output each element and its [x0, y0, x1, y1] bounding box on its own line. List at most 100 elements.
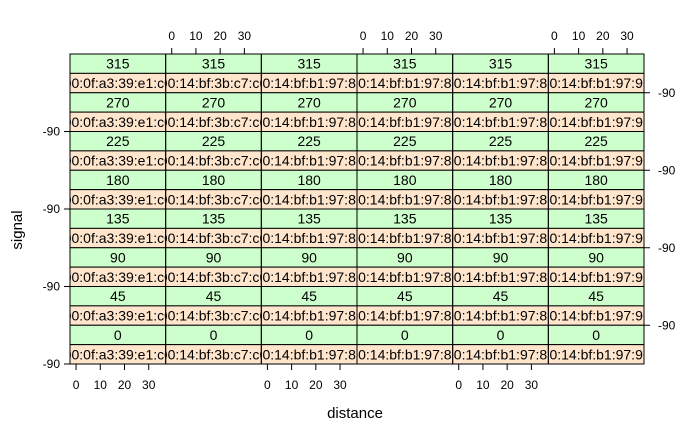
x-axis-label: distance [327, 405, 383, 422]
x-tick-label: 20 [405, 29, 419, 43]
angle-strip-label: 225 [584, 133, 608, 149]
angle-strip-label: 270 [106, 94, 130, 110]
angle-strip-label: 135 [202, 211, 226, 227]
mac-strip-label: 00:14:bf:3b:c7:c6 [160, 230, 268, 246]
mac-strip-label: 00:14:bf:b1:97:90 [542, 230, 651, 246]
x-tick-label: 0 [73, 378, 80, 392]
angle-strip-label: 180 [297, 172, 321, 188]
mac-strip-label: 00:14:bf:b1:97:8d [350, 269, 459, 285]
angle-strip-label: 0 [401, 327, 409, 343]
panel: 135 00:14:bf:3b:c7:c6 [160, 208, 268, 249]
panel: 0 00:14:bf:b1:97:8a [255, 324, 364, 364]
panel: 225 00:14:bf:b1:97:81 [452, 131, 549, 171]
angle-strip-label: 135 [106, 211, 130, 227]
panel: 90 00:14:bf:b1:97:8a [261, 247, 358, 287]
mac-strip-label: 00:14:bf:b1:97:81 [446, 269, 555, 285]
mac-strip-label: 00:14:bf:b1:97:8d [350, 191, 459, 207]
panel: 270 00:0f:a3:39:e1:c0 [70, 92, 166, 132]
panel: 0 00:14:bf:3b:c7:c6 [160, 324, 268, 364]
x-tick-label: 20 [500, 378, 514, 392]
angle-strip-label: 270 [393, 94, 417, 110]
angle-strip-label: 45 [588, 288, 604, 304]
x-tick-label: 30 [142, 378, 156, 392]
x-tick-label: 0 [455, 378, 462, 392]
x-tick-label: 0 [360, 29, 367, 43]
mac-strip-label: 00:14:bf:3b:c7:c6 [160, 269, 268, 285]
mac-strip [70, 344, 166, 364]
y-tick-label: -90 [43, 202, 61, 216]
angle-strip-label: 225 [393, 133, 417, 149]
x-tick-label: 30 [525, 378, 539, 392]
panel: 270 00:14:bf:b1:97:8d [350, 92, 459, 132]
mac-strip-label: 00:14:bf:b1:97:8d [350, 75, 459, 91]
panel: 315 00:14:bf:b1:97:8d [350, 54, 459, 94]
mac-strip-label: 00:14:bf:b1:97:8d [350, 153, 459, 169]
x-tick-label: 20 [309, 378, 323, 392]
panel: 45 00:14:bf:b1:97:8d [357, 286, 453, 326]
y-tick-label: -90 [658, 86, 676, 100]
panel: 315 00:0f:a3:39:e1:c0 [70, 54, 166, 94]
panel: 45 00:14:bf:b1:97:90 [548, 286, 644, 326]
panel: 225 00:0f:a3:39:e1:c0 [70, 131, 166, 171]
angle-strip-label: 180 [393, 172, 417, 188]
mac-strip-label: 00:14:bf:3b:c7:c6 [160, 346, 268, 362]
angle-strip-label: 315 [584, 56, 608, 72]
panel: 90 00:14:bf:3b:c7:c6 [160, 247, 268, 287]
panel: 270 00:14:bf:b1:97:8a [261, 92, 358, 132]
panel: 45 00:14:bf:3b:c7:c6 [160, 286, 268, 326]
mac-strip-label: 00:0f:a3:39:e1:c0 [64, 191, 172, 207]
panel: 225 00:14:bf:b1:97:90 [548, 131, 644, 171]
angle-strip-label: 270 [489, 94, 513, 110]
mac-strip-label: 00:14:bf:b1:97:81 [446, 114, 555, 130]
angle-strip-label: 225 [489, 133, 513, 149]
y-tick-label: -90 [658, 318, 676, 332]
angle-strip-label: 180 [489, 172, 513, 188]
mac-strip-label: 00:14:bf:b1:97:8d [350, 346, 459, 362]
angle-strip-label: 0 [592, 327, 600, 343]
angle-strip-label: 45 [301, 288, 317, 304]
angle-strip-label: 225 [202, 133, 226, 149]
mac-strip-label: 00:0f:a3:39:e1:c0 [64, 230, 172, 246]
angle-strip-label: 270 [584, 94, 608, 110]
panel: 0 00:0f:a3:39:e1:c0 [70, 324, 166, 364]
panel: 135 00:14:bf:b1:97:81 [452, 208, 549, 249]
x-tick-label: 20 [118, 378, 132, 392]
panel: 90 00:0f:a3:39:e1:c0 [70, 247, 166, 287]
x-tick-label: 30 [333, 378, 347, 392]
panel: 135 00:14:bf:b1:97:8a [261, 208, 358, 249]
mac-strip-label: 00:14:bf:b1:97:8a [255, 346, 364, 362]
mac-strip-label: 00:14:bf:3b:c7:c6 [160, 308, 268, 324]
angle-strip-label: 0 [305, 327, 313, 343]
angle-strip-label: 135 [297, 211, 321, 227]
x-tick-label: 0 [168, 29, 175, 43]
panel: 90 00:14:bf:b1:97:81 [446, 247, 555, 287]
mac-strip-label: 00:14:bf:3b:c7:c6 [160, 153, 268, 169]
x-tick-label: 20 [596, 29, 610, 43]
mac-strip-label: 00:14:bf:b1:97:81 [446, 346, 555, 362]
panel: 0 00:14:bf:b1:97:90 [542, 324, 651, 364]
mac-strip [548, 344, 644, 364]
x-tick-label: 20 [213, 29, 227, 43]
panel: 45 00:14:bf:b1:97:8a [261, 286, 358, 326]
angle-strip-label: 315 [297, 56, 321, 72]
angle-strip-label: 315 [202, 56, 226, 72]
mac-strip-label: 00:14:bf:b1:97:90 [542, 346, 651, 362]
angle-strip-label: 225 [297, 133, 321, 149]
angle-strip-label: 45 [206, 288, 222, 304]
mac-strip-label: 00:0f:a3:39:e1:c0 [64, 308, 172, 324]
angle-strip-label: 0 [114, 327, 122, 343]
mac-strip-label: 00:14:bf:b1:97:8d [350, 230, 459, 246]
angle-strip-label: 90 [397, 249, 413, 265]
panel: 45 00:0f:a3:39:e1:c0 [64, 286, 172, 326]
mac-strip-label: 00:14:bf:b1:97:8d [350, 114, 459, 130]
panel: 0 00:14:bf:b1:97:81 [446, 324, 555, 364]
angle-strip-label: 180 [584, 172, 608, 188]
mac-strip-label: 00:14:bf:b1:97:8a [255, 153, 364, 169]
panel: 270 00:14:bf:b1:97:90 [548, 92, 644, 132]
angle-strip-label: 90 [110, 249, 126, 265]
angle-strip-label: 90 [588, 249, 604, 265]
panel: 180 00:0f:a3:39:e1:c0 [64, 169, 172, 210]
y-tick-label: -90 [43, 280, 61, 294]
mac-strip-label: 00:14:bf:b1:97:90 [542, 269, 651, 285]
